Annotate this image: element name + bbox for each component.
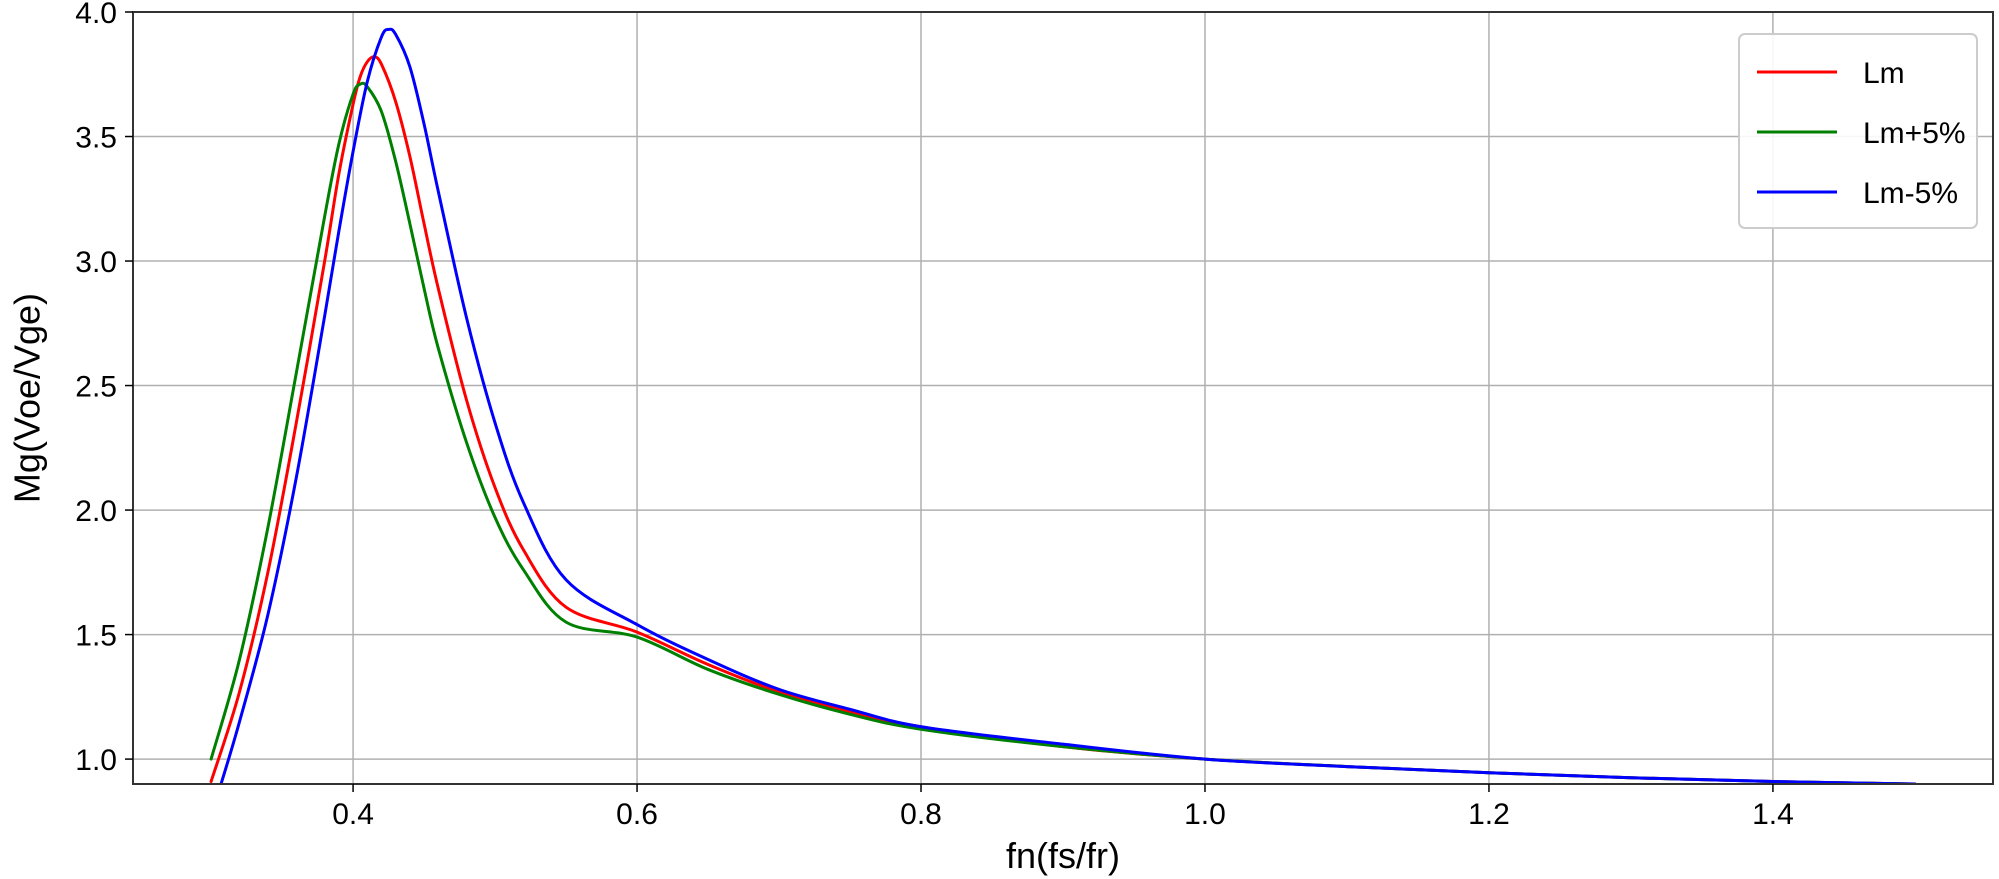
x-tick-label: 0.8 xyxy=(900,798,942,831)
x-tick-label: 0.6 xyxy=(616,798,658,831)
legend-label: Lm-5% xyxy=(1863,177,1958,210)
legend-label: Lm+5% xyxy=(1863,117,1966,150)
y-tick-label: 4.0 xyxy=(75,0,117,30)
legend: Lm Lm+5% Lm-5% xyxy=(1738,33,1978,229)
y-tick-label: 1.5 xyxy=(75,620,117,653)
series-group xyxy=(209,27,1917,784)
x-tick-label: 0.4 xyxy=(332,798,374,831)
y-tick-label: 2.5 xyxy=(75,371,117,404)
x-tick-label: 1.2 xyxy=(1468,798,1510,831)
y-tick-label: 3.5 xyxy=(75,122,117,155)
legend-box xyxy=(1738,33,1978,229)
y-tick-label: 3.0 xyxy=(75,246,117,279)
legend-label: Lm xyxy=(1863,57,1905,90)
y-tick-label: 2.0 xyxy=(75,495,117,528)
plot-frame xyxy=(132,11,1994,785)
y-tick-label: 1.0 xyxy=(75,744,117,777)
x-tick-label: 1.4 xyxy=(1752,798,1794,831)
tick-marks xyxy=(125,11,1774,792)
series-line-2 xyxy=(219,27,1917,784)
y-axis-label: Mg(Voe/Vge) xyxy=(7,293,48,503)
tick-labels: 0.4 0.6 0.8 1.0 1.2 1.4 1.0 1.5 2.0 2.5 3.0 3.5 4.0 xyxy=(75,0,1794,831)
x-tick-label: 1.0 xyxy=(1184,798,1226,831)
x-axis-label: fn(fs/fr) xyxy=(1006,835,1120,876)
